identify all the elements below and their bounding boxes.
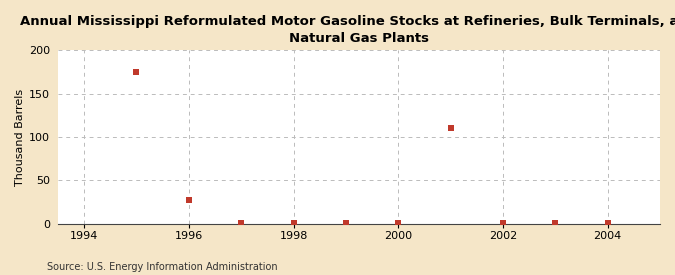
Point — [184, 197, 194, 202]
Text: Source: U.S. Energy Information Administration: Source: U.S. Energy Information Administ… — [47, 262, 278, 272]
Point — [550, 221, 561, 225]
Title: Annual Mississippi Reformulated Motor Gasoline Stocks at Refineries, Bulk Termin: Annual Mississippi Reformulated Motor Ga… — [20, 15, 675, 45]
Point — [602, 221, 613, 225]
Point — [288, 221, 299, 225]
Point — [497, 221, 508, 225]
Point — [340, 221, 351, 225]
Point — [393, 221, 404, 225]
Point — [236, 221, 246, 225]
Y-axis label: Thousand Barrels: Thousand Barrels — [15, 89, 25, 186]
Point — [131, 70, 142, 74]
Point — [446, 125, 456, 130]
